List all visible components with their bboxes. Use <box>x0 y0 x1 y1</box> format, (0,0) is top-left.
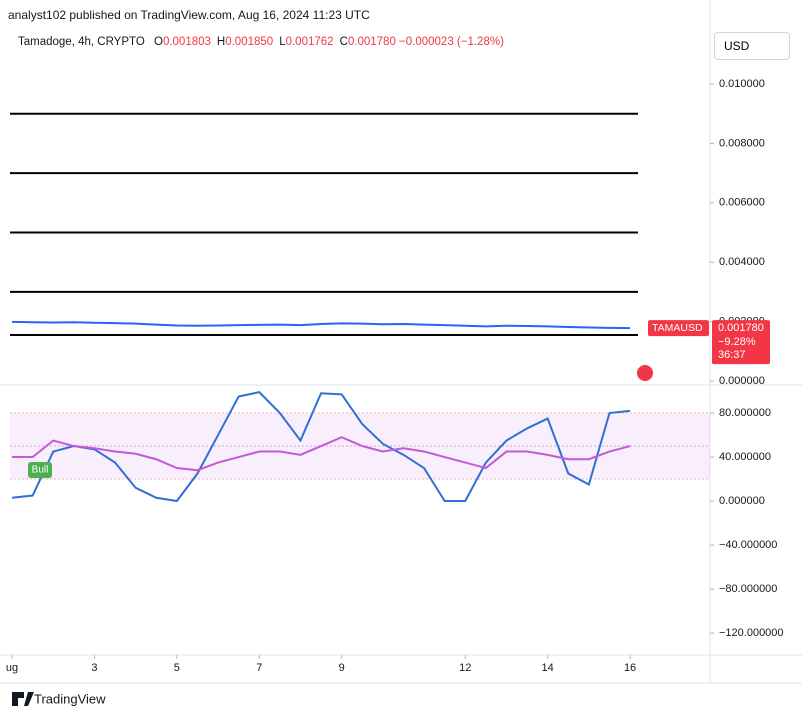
symbol-badge <box>648 320 709 337</box>
change: −0.000023 (−1.28%) <box>399 36 504 48</box>
ohlc-value: 0.001803 <box>162 36 211 48</box>
y-tick-label: 0.008000 <box>719 137 765 149</box>
oscillator-line <box>12 436 631 472</box>
x-tick-label: 3 <box>91 662 97 674</box>
price-badge-change: −9.28% <box>718 336 756 348</box>
annotation: Bull <box>32 465 49 476</box>
ohlc: O0.001803 H0.001850 L0.001762 C0.001780 <box>148 36 396 48</box>
symbol: Tamadoge, 4h, CRYPTO <box>18 36 145 48</box>
ohlc-key: O <box>153 36 163 48</box>
y-tick-label: 0.006000 <box>719 197 765 209</box>
y-tick-label: 40.000000 <box>719 451 771 463</box>
publisher: analyst102 published on TradingView.com,… <box>8 8 370 22</box>
x-tick-label: 9 <box>339 662 345 674</box>
ohlc-key: L <box>279 36 286 48</box>
y-tick-label: 0.004000 <box>719 256 765 268</box>
ohlc-key: H <box>216 36 226 48</box>
ohlc-value: 0.001762 <box>285 36 334 48</box>
brand: TradingView <box>34 691 106 706</box>
x-tick-label: 14 <box>542 662 554 674</box>
y-tick-label: 0.000000 <box>719 495 765 507</box>
price-line <box>12 320 631 330</box>
y-tick-label: −40.000000 <box>719 539 777 551</box>
x-tick-label: 16 <box>624 662 636 674</box>
y-tick-label: 0.010000 <box>719 78 765 90</box>
currency-button[interactable]: USD <box>714 32 790 60</box>
y-tick-label: −120.000000 <box>719 627 784 639</box>
ohlc-value: 0.001850 <box>225 36 274 48</box>
price-badge <box>712 320 770 365</box>
logo <box>12 692 34 706</box>
x-tick-label: 12 <box>459 662 471 674</box>
annotation-badge <box>28 462 52 478</box>
y-tick-label: 0.000000 <box>719 375 765 387</box>
ohlc-value: 0.001780 <box>347 36 396 48</box>
x-tick-label: ug <box>6 662 18 674</box>
oscillator-line <box>11 391 631 503</box>
y-tick-label: 80.000000 <box>719 407 771 419</box>
event-icon[interactable] <box>637 365 653 381</box>
x-tick-label: 5 <box>174 662 180 674</box>
x-tick-label: 7 <box>256 662 262 674</box>
price-badge-label: 0.001780 <box>718 322 764 334</box>
legend: Tamadoge, 4h, CRYPTO O0.001803 H0.001850 L… <box>18 36 504 48</box>
price-badge-countdown: 36:37 <box>718 349 746 361</box>
y-tick-label: −80.000000 <box>719 583 777 595</box>
symbol-badge-label: TAMAUSD <box>652 322 703 334</box>
ohlc-key: C <box>339 36 348 48</box>
